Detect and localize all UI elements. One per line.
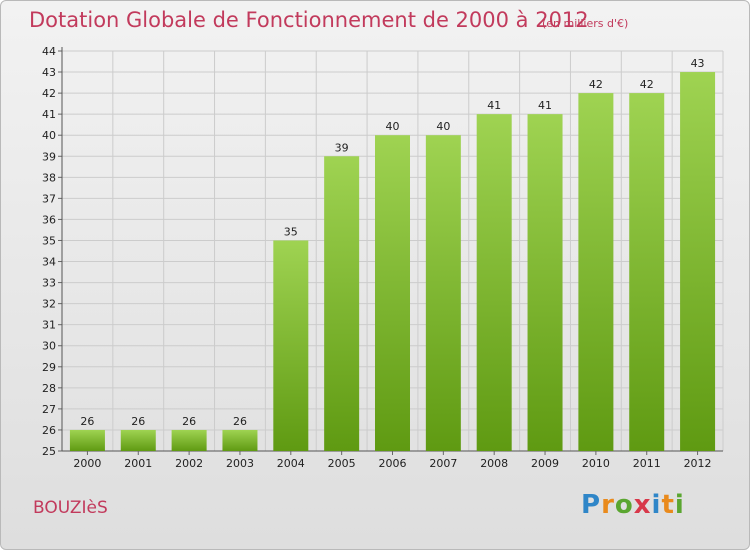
y-tick-label: 32 [42,298,56,311]
y-tick-label: 29 [42,361,56,374]
bar [120,429,156,451]
x-tick-label: 2001 [124,457,152,470]
data-label: 42 [589,78,603,91]
data-label: 42 [640,78,654,91]
data-label: 41 [487,99,501,112]
bar [527,114,563,451]
data-label: 40 [386,120,400,133]
data-label: 43 [691,57,705,70]
bar [476,114,512,451]
x-tick-label: 2012 [684,457,712,470]
y-tick-label: 40 [42,129,56,142]
y-tick-label: 41 [42,108,56,121]
logo-letter: i [674,490,685,520]
logo-letter: x [633,490,652,520]
tick-labels: 25 26 27 28 29 30 31 32 33 34 35 36 37 38 39 40 41 42 43 44… [42,45,712,470]
y-tick-label: 37 [42,192,56,205]
x-tick-label: 2011 [633,457,661,470]
logo-letter: P [581,490,602,520]
x-tick-label: 2000 [73,457,101,470]
y-tick-label: 35 [42,234,56,247]
bar [680,72,716,451]
bar [324,156,360,451]
bars [69,72,716,452]
data-label: 26 [182,415,196,428]
logo-letter: r [601,490,615,520]
bar [273,240,309,451]
data-label: 26 [80,415,94,428]
x-tick-label: 2009 [531,457,559,470]
y-tick-label: 28 [42,382,56,395]
bar [375,135,410,452]
y-tick-label: 26 [42,424,56,437]
bar [69,429,105,451]
y-tick-label: 43 [42,66,56,79]
y-tick-label: 31 [42,319,56,332]
data-label: 26 [233,415,247,428]
y-tick-label: 27 [42,403,56,416]
y-tick-label: 39 [42,150,56,163]
bar [425,135,461,452]
x-tick-label: 2006 [379,457,407,470]
y-tick-label: 36 [42,213,56,226]
y-tick-label: 34 [42,256,56,269]
x-tick-label: 2002 [175,457,203,470]
x-tick-label: 2005 [328,457,356,470]
y-tick-label: 25 [42,445,56,458]
y-tick-label: 38 [42,171,56,184]
x-tick-label: 2004 [277,457,305,470]
logo-letter: o [614,490,634,520]
proxiti-logo[interactable]: Proxiti [581,490,685,520]
bar [222,429,258,451]
data-label: 26 [131,415,145,428]
commune-name: BOUZIèS [33,498,108,518]
bar [578,93,614,452]
data-label: 35 [284,225,298,238]
x-tick-label: 2008 [480,457,508,470]
bar [629,93,665,452]
data-label: 39 [335,141,349,154]
data-label: 40 [436,120,450,133]
chart-unit: (en milliers d'€) [542,17,629,30]
y-tick-label: 44 [42,45,56,58]
data-labels: 26 26 26 26 35 39 40 40 41 41 42 42 43 [80,57,704,428]
logo-letter: t [661,490,675,520]
chart-title: Dotation Globale de Fonctionnement de 20… [29,8,589,32]
x-tick-label: 2007 [429,457,457,470]
bar [171,429,207,451]
y-tick-label: 33 [42,277,56,290]
x-tick-label: 2010 [582,457,610,470]
x-tick-label: 2003 [226,457,254,470]
logo-letter: i [651,490,662,520]
y-tick-label: 42 [42,87,56,100]
y-tick-label: 30 [42,340,56,353]
data-label: 41 [538,99,552,112]
